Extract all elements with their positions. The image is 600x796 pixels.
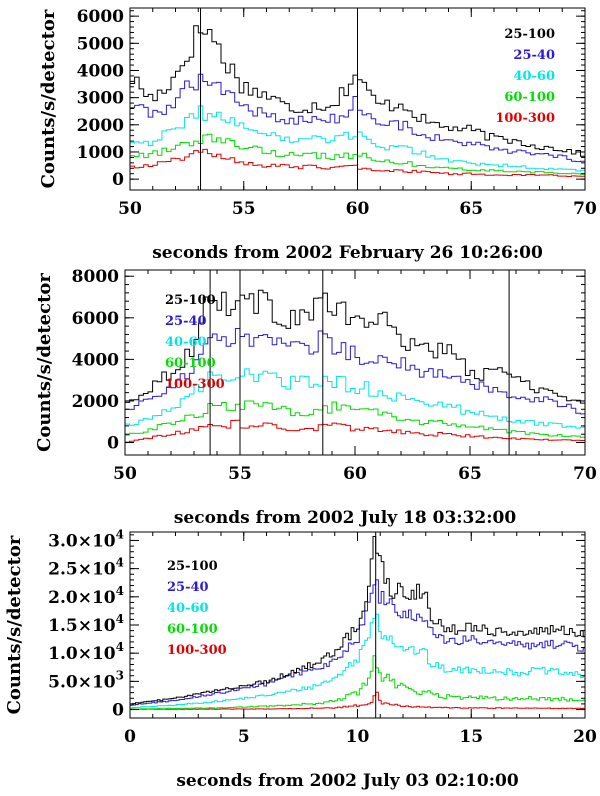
y-tick-label: 4000 — [77, 61, 124, 81]
series-25-100 — [130, 536, 585, 705]
y-tick-label: 3000 — [77, 89, 124, 109]
legend-entry: 60-100 — [165, 356, 216, 371]
x-tick-label: 70 — [573, 464, 597, 484]
x-tick-label: 60 — [346, 199, 370, 219]
y-tick-label: 0 — [107, 434, 119, 454]
x-tick-label: 55 — [232, 199, 256, 219]
x-tick-label: 65 — [459, 199, 483, 219]
x-axis-label: seconds from 2002 July 03 02:10:00 — [176, 771, 518, 791]
legend-entry: 25-100 — [504, 27, 555, 42]
series-60-100 — [125, 400, 585, 438]
y-tick-label: 6000 — [72, 309, 119, 329]
legend-entry: 100-300 — [165, 377, 225, 392]
legend-entry: 40-60 — [165, 335, 207, 350]
y-tick-label: 0 — [112, 701, 124, 721]
series-25-40 — [125, 328, 585, 415]
y-tick-label: 1.0×104 — [48, 640, 124, 664]
y-tick-label: 8000 — [72, 267, 119, 287]
legend-entry: 60-100 — [504, 90, 555, 105]
legend-entry: 25-40 — [513, 48, 555, 63]
y-tick-label: 5000 — [77, 34, 124, 54]
series-60-100 — [130, 133, 585, 175]
panel-feb26: 50 55 60 65 70 0 1000 2000 3000 4000 5000 6000 secon… — [38, 7, 597, 263]
legend-entry: 25-40 — [167, 580, 209, 595]
x-tick-label: 55 — [228, 464, 252, 484]
legend-entry: 40-60 — [167, 601, 209, 616]
series-100-300 — [130, 148, 585, 177]
series-100-300 — [130, 691, 585, 710]
x-axis-label: seconds from 2002 February 26 10:26:00 — [152, 243, 543, 263]
y-tick-label: 2000 — [77, 116, 124, 136]
legend-entry: 60-100 — [167, 622, 218, 637]
x-tick-label: 5 — [238, 727, 250, 747]
panel-jul03: 0 5 10 15 20 0 5.0×103 1.0×104 1.5×104 2.0×104 2.5… — [4, 527, 597, 791]
legend-entry: 100-300 — [167, 643, 227, 658]
legend-entry: 25-40 — [165, 314, 207, 329]
x-tick-label: 70 — [573, 199, 597, 219]
series-25-100 — [125, 289, 585, 404]
legend-entry: 25-100 — [165, 293, 216, 308]
y-tick-label: 0 — [112, 170, 124, 190]
x-tick-label: 20 — [573, 727, 597, 747]
x-tick-label: 50 — [113, 464, 137, 484]
y-axis-label: Counts/s/detector — [34, 273, 55, 452]
panel-jul18: 50 55 60 65 70 0 2000 4000 6000 8000 seconds from … — [34, 267, 597, 528]
x-axis-label: seconds from 2002 July 18 03:32:00 — [174, 508, 516, 528]
y-axis-label: Counts/s/detector — [4, 535, 25, 714]
legend-entry: 100-300 — [495, 111, 555, 126]
y-tick-label: 5.0×103 — [48, 668, 124, 692]
y-tick-label: 2000 — [72, 392, 119, 412]
x-tick-label: 0 — [124, 727, 136, 747]
legend-entry: 25-100 — [167, 559, 218, 574]
series-100-300 — [125, 419, 585, 443]
y-axis-label: Counts/s/detector — [38, 9, 59, 188]
legend-entry: 40-60 — [513, 69, 555, 84]
x-tick-label: 15 — [459, 727, 483, 747]
y-tick-label: 1000 — [77, 143, 124, 163]
series-40-60 — [125, 368, 585, 429]
y-tick-label: 3.0×104 — [48, 527, 124, 551]
y-tick-label: 1.5×104 — [48, 612, 124, 636]
y-tick-label: 4000 — [72, 350, 119, 370]
y-tick-label: 6000 — [77, 7, 124, 27]
series-40-60 — [130, 613, 585, 709]
y-tick-label: 2.5×104 — [48, 556, 124, 580]
x-tick-label: 10 — [346, 727, 370, 747]
x-tick-label: 50 — [118, 199, 142, 219]
x-tick-label: 65 — [458, 464, 482, 484]
x-tick-label: 60 — [343, 464, 367, 484]
y-tick-label: 2.0×104 — [48, 584, 124, 608]
series-60-100 — [130, 655, 585, 710]
series-25-40 — [130, 579, 585, 706]
